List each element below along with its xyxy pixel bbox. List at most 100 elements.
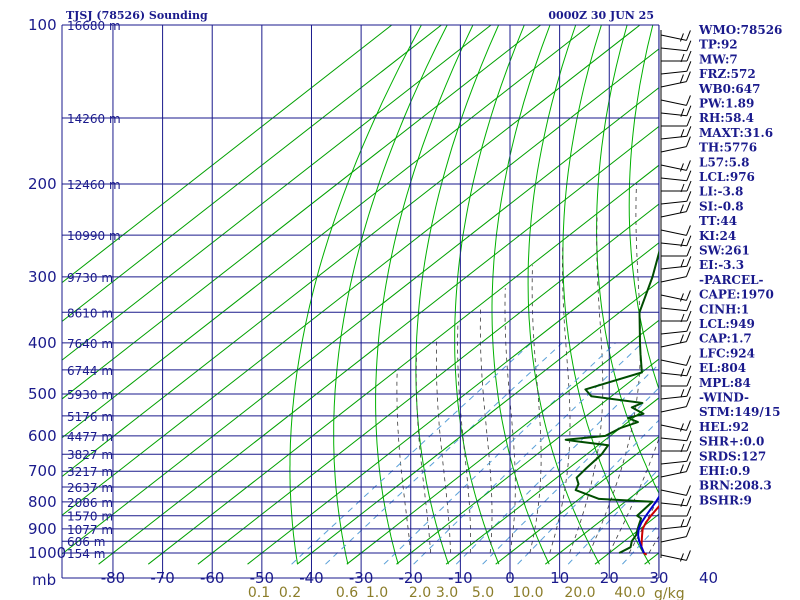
wind-barb-shaft: [660, 135, 687, 140]
mixing-ratio-label: 3.0: [436, 585, 458, 600]
wind-barb-shaft: [660, 359, 687, 366]
dewpoint-profile: [564, 249, 659, 554]
temperature-tick-label: 20: [600, 569, 619, 587]
wind-barb-flag: [686, 375, 692, 387]
wind-barb-shaft: [660, 489, 687, 496]
wind-barb: [660, 256, 692, 270]
index-line: EI:-3.3: [699, 258, 744, 272]
wind-barb: [661, 50, 692, 63]
isotherm: [296, 280, 659, 565]
wind-barb-flag: [686, 40, 692, 51]
index-line: WB0:647: [698, 82, 760, 96]
index-line: RH:58.4: [699, 111, 754, 125]
mixing-ratio-label: 1.0: [366, 585, 388, 600]
isotherm: [62, 25, 393, 284]
wind-barb: [660, 430, 692, 442]
isotherm: [62, 25, 641, 478]
wind-barb: [660, 235, 692, 247]
mixing-ratio-line: [567, 468, 659, 565]
isotherm: [197, 203, 659, 565]
wind-barb: [660, 126, 692, 140]
wind-barb-flag: [686, 191, 692, 202]
index-line: LCL:976: [699, 170, 755, 184]
mixing-ratio-label: 10.0: [512, 585, 543, 600]
wind-barb-flag: [685, 355, 691, 366]
pressure-temperature-grid: [61, 24, 660, 579]
wind-barb-shaft: [660, 242, 687, 247]
wind-barb-shaft: [660, 294, 687, 301]
wind-barb-shaft: [660, 265, 687, 270]
wind-barb: [660, 266, 691, 283]
wind-barb: [661, 115, 692, 127]
index-line: STM:149/15: [699, 405, 780, 419]
wind-barb-half-flag: [680, 389, 685, 398]
index-line: SI:-0.8: [699, 199, 744, 213]
pressure-tick-label: 100: [28, 16, 57, 34]
wind-barb-flag: [686, 495, 692, 506]
wind-barb: [660, 331, 691, 348]
wind-barb-shaft: [660, 99, 687, 106]
wind-barb-half-flag: [680, 129, 685, 138]
parcel-path: [637, 495, 659, 554]
wind-barb-flag: [686, 430, 692, 441]
dry-adiabat: [289, 25, 422, 565]
wind-barb-shaft: [660, 200, 687, 205]
wind-barb-flag: [686, 516, 692, 527]
isotherm: [346, 319, 659, 565]
wind-barb-flag: [685, 30, 691, 41]
wind-barb: [661, 310, 692, 323]
wind-barb-flag: [686, 180, 692, 192]
wind-barb-shaft: [660, 229, 687, 236]
mixing-ratio-label: 0.2: [279, 585, 301, 600]
height-label: 8610 m: [67, 306, 113, 320]
wind-barb-half-flag: [680, 519, 685, 528]
height-label: 1077 m: [67, 523, 113, 537]
wind-barb-flag: [686, 50, 692, 62]
wind-barb-half-flag: [679, 293, 684, 302]
wind-barb-flag: [686, 235, 692, 246]
wind-barb-shaft: [660, 164, 687, 171]
mixing-ratio-label: 5.0: [472, 585, 494, 600]
wind-barb-shaft: [660, 502, 687, 507]
mixing-ratio-label: 40.0: [614, 585, 645, 600]
wind-barb-flag: [686, 115, 692, 127]
temperature-tick-label: -10: [448, 569, 473, 587]
wind-barb-half-flag: [679, 74, 684, 83]
wind-barb-half-flag: [679, 163, 684, 172]
sounding-time: 0000Z 30 JUN 25: [548, 9, 654, 22]
temperature-profile: [640, 504, 659, 556]
dry-adiabat: [491, 25, 551, 565]
isotherm: [62, 48, 659, 516]
mixing-ratio-unit: g/kg: [654, 586, 685, 600]
wind-barb-flag: [685, 225, 691, 236]
index-line: LCL:949: [699, 317, 755, 331]
wind-barb-flag: [685, 290, 691, 301]
wind-barb: [660, 30, 691, 42]
pressure-tick-label: 500: [28, 385, 57, 403]
wind-barb-shaft: [660, 112, 687, 117]
index-line: BSHR:9: [699, 493, 752, 507]
wind-barb-shaft: [660, 276, 687, 283]
pressure-tick-label: 800: [28, 493, 57, 511]
wind-barb-half-flag: [679, 553, 684, 562]
dry-adiabat: [527, 25, 600, 565]
temperature-tick-label: -50: [250, 569, 275, 587]
index-line: MPL:84: [699, 376, 751, 390]
wind-barb-flag: [685, 396, 691, 407]
mixing-ratio-line: [482, 387, 659, 565]
moist-adiabat: [396, 369, 412, 554]
isotherm: [62, 25, 592, 439]
wind-barb-shaft: [660, 395, 687, 400]
wind-barb: [660, 386, 692, 400]
wind-barb: [660, 95, 691, 106]
temperature-tick-label: 30: [649, 569, 668, 587]
moist-adiabat: [504, 288, 516, 554]
mixing-ratio-label: 20.0: [564, 585, 595, 600]
temperature-tick-label: -60: [200, 569, 225, 587]
wind-barb-flag: [685, 266, 691, 277]
wind-barb-shaft: [660, 406, 687, 413]
pressure-tick-label: 1000: [28, 544, 66, 562]
wind-barb: [661, 375, 692, 387]
